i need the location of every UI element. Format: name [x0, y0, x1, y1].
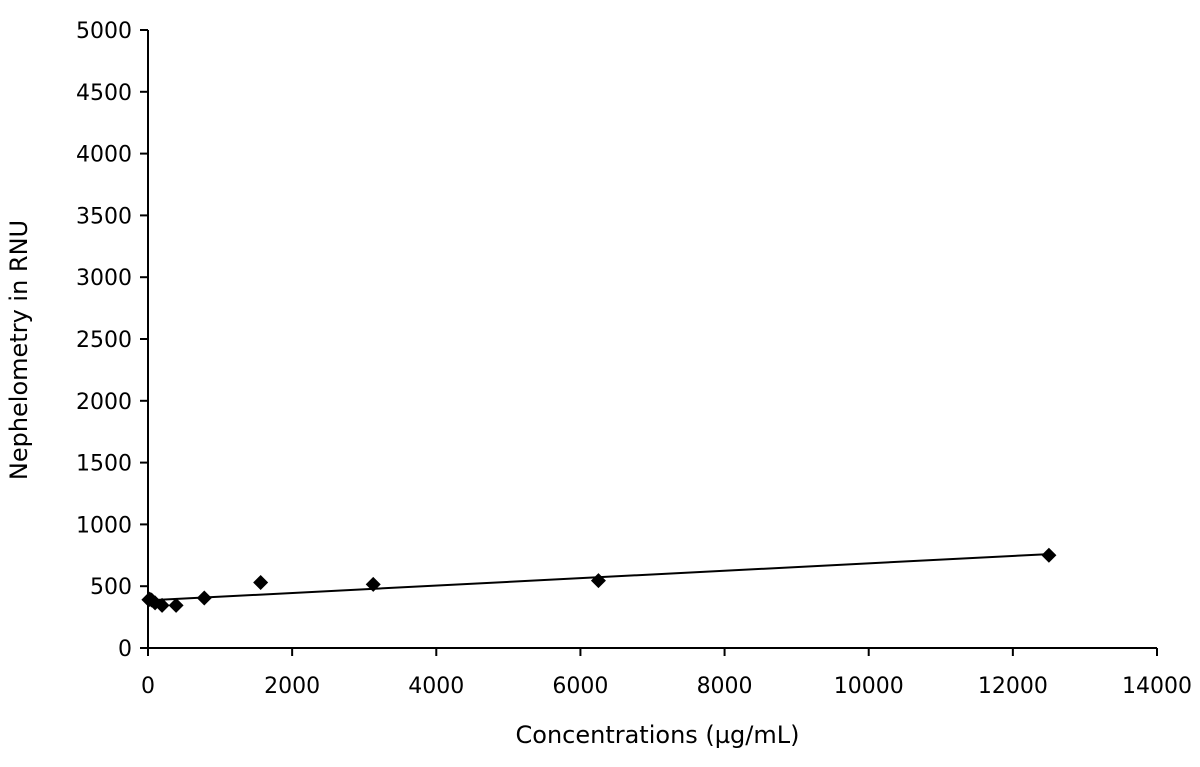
data-point-diamond: [168, 597, 184, 613]
y-tick-label: 4500: [76, 81, 132, 106]
data-points: [141, 547, 1057, 613]
y-tick-label: 500: [90, 575, 132, 600]
y-tick-label: 3500: [76, 204, 132, 229]
data-point-diamond: [154, 597, 170, 613]
x-tick-label: 8000: [697, 674, 753, 699]
y-tick-label: 1000: [76, 513, 132, 538]
x-axis-ticks: 0 2000 4000 6000 8000 10000 12000 14000: [141, 648, 1192, 699]
data-point-diamond: [253, 574, 269, 590]
x-tick-label: 0: [141, 674, 155, 699]
y-axis-ticks: 0 500 1000 1500 2000 2500 3000 3500 4000 4500 5000: [76, 19, 148, 662]
y-tick-label: 2000: [76, 390, 132, 415]
data-point-diamond: [1041, 547, 1057, 563]
x-tick-label: 10000: [834, 674, 904, 699]
y-axis-title: Nephelometry in RNU: [5, 220, 33, 480]
y-tick-label: 5000: [76, 19, 132, 44]
x-tick-label: 4000: [408, 674, 464, 699]
x-tick-label: 14000: [1122, 674, 1192, 699]
x-tick-label: 2000: [264, 674, 320, 699]
y-tick-label: 1500: [76, 452, 132, 477]
data-point-diamond: [590, 573, 606, 589]
y-tick-label: 3000: [76, 266, 132, 291]
y-tick-label: 0: [118, 637, 132, 662]
data-point-diamond: [196, 590, 212, 606]
y-tick-label: 2500: [76, 328, 132, 353]
data-point-diamond: [365, 576, 381, 592]
y-tick-label: 4000: [76, 143, 132, 168]
x-tick-label: 6000: [552, 674, 608, 699]
x-axis-title: Concentrations (µg/mL): [516, 721, 800, 749]
x-tick-label: 12000: [978, 674, 1048, 699]
